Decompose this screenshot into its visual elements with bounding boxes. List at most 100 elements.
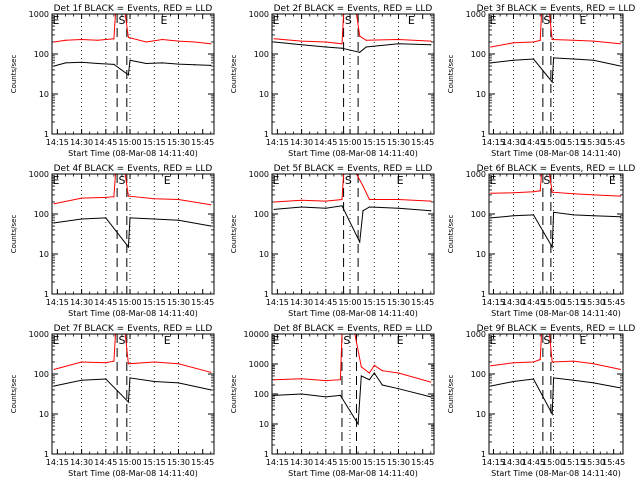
marker-label-e: E [489,334,496,347]
panel-title: Det 1f BLACK = Events, RED = LLD [54,4,213,14]
series-point-events [161,62,163,64]
y-axis-label: Counts/sec [10,375,18,414]
x-tick-label: 14:15 [266,298,289,307]
x-tick-label: 15:30 [167,458,190,467]
series-point-events [512,215,515,217]
series-point-events [127,401,130,403]
x-tick-label: 15:00 [542,458,565,467]
y-axis-label: Counts/sec [10,215,18,254]
y-tick-label: 10 [259,250,269,259]
x-axis-label: Start Time (08-Mar-08 14:11:40) [68,309,198,318]
series-point-lld [113,38,115,40]
marker-label-s: S [543,14,550,27]
marker-label-s: S [118,174,125,187]
series-point-lld [512,192,515,194]
x-tick-label: 15:00 [339,458,362,467]
series-point-events [325,396,327,398]
plot-frame [271,333,435,455]
x-tick-label: 14:45 [314,298,337,307]
series-point-events [397,388,400,390]
x-tick-label: 15:30 [582,298,605,307]
series-point-lld [177,40,180,42]
x-tick-label: 15:45 [411,298,434,307]
marker-label-e: E [408,14,415,27]
x-tick-label: 15:00 [339,298,362,307]
series-point-lld [430,40,432,42]
series-point-events [210,64,212,66]
y-tick-label: 1 [44,130,49,139]
series-point-lld [127,36,130,39]
x-tick-label: 15:15 [562,298,585,307]
series-point-events [368,379,371,381]
series-point-events [552,57,555,59]
series-point-events [273,394,275,396]
x-tick-label: 15:45 [602,458,625,467]
panel-det-2: Det 2f BLACK = Events, RED = LLD Counts/s… [230,4,435,158]
series-line-events [54,377,211,404]
x-tick-label: 15:00 [119,138,142,147]
x-tick-label: 15:15 [143,298,166,307]
x-tick-label: 14:15 [46,458,69,467]
series-point-lld [210,204,212,206]
series-point-lld [532,41,535,43]
series-point-lld [360,366,362,368]
marker-label-e: E [273,334,280,347]
y-tick-label: 1000 [249,10,269,19]
series-point-lld [341,43,343,45]
x-axis-label: Start Time (08-Mar-08 14:11:40) [491,149,621,158]
series-point-lld [490,192,492,194]
x-axis-label: Start Time (08-Mar-08 14:11:40) [288,469,418,478]
series-point-events [490,385,492,387]
y-axis-label: Counts/sec [230,55,238,94]
plot-frame [271,13,435,135]
series-point-events [194,64,196,66]
series-point-lld [301,199,303,201]
series-point-events [325,207,327,209]
x-axis-label: Start Time (08-Mar-08 14:11:40) [491,469,621,478]
panel-det-5: Det 5f BLACK = Events, RED = LLD Counts/s… [230,164,435,318]
y-tick-label: 10 [39,250,49,259]
series-point-events [397,207,400,209]
series-line-events [274,372,431,426]
series-point-events [397,43,400,45]
series-point-lld [490,365,492,367]
series-point-events [512,380,515,383]
panel-title: Det 4f BLACK = Events, RED = LLD [54,164,213,174]
series-point-events [532,58,535,60]
x-tick-label: 14:45 [94,298,117,307]
series-point-lld [512,362,515,364]
y-tick-label: 1000 [466,330,486,339]
x-tick-label: 14:15 [266,458,289,467]
y-tick-label: 10 [476,410,486,419]
x-tick-label: 14:15 [46,138,69,147]
y-tick-label: 10 [259,90,269,99]
x-tick-label: 15:15 [562,458,585,467]
x-tick-label: 15:45 [411,138,434,147]
y-tick-label: 1 [481,130,486,139]
x-tick-label: 15:45 [191,138,214,147]
series-point-lld [153,198,155,200]
series-point-events [97,62,99,65]
y-tick-label: 100 [254,390,269,399]
panel-det-3: Det 3f BLACK = Events, RED = LLD Counts/s… [447,4,635,158]
series-point-events [430,210,432,212]
series-line-lld [490,173,621,197]
series-point-events [490,62,492,64]
y-tick-label: 1000 [466,10,486,19]
series-point-events [619,387,621,389]
x-tick-label: 14:15 [46,298,69,307]
x-tick-label: 15:30 [387,138,410,147]
x-tick-label: 14:45 [522,458,545,467]
marker-label-e: E [53,174,60,187]
series-point-lld [161,38,163,41]
y-tick-label: 10 [476,250,486,259]
series-point-events [341,205,343,207]
x-tick-label: 14:15 [482,458,505,467]
series-point-events [572,58,575,60]
series-point-events [572,214,575,216]
y-tick-label: 100 [34,50,49,59]
series-point-lld [105,196,107,199]
series-point-lld [551,191,553,193]
series-point-events [129,59,131,61]
y-tick-label: 10 [39,90,49,99]
